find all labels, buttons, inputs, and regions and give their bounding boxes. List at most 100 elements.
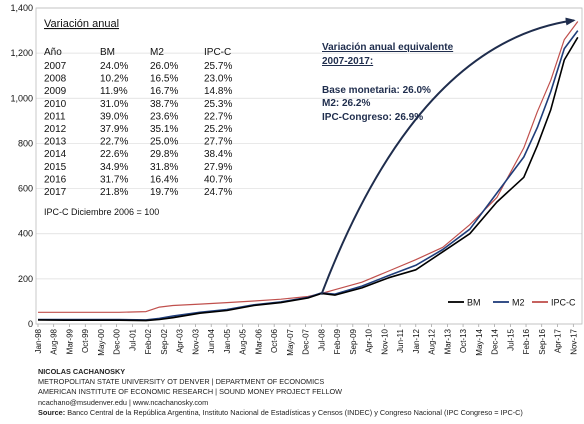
x-tick-label: Apr-17 bbox=[554, 328, 563, 353]
legend-label-bm: BM bbox=[467, 298, 481, 308]
table-cell: 23.0% bbox=[204, 74, 232, 85]
x-tick-label: Jul-01 bbox=[128, 328, 137, 350]
table-note: IPC-C Diciembre 2006 = 100 bbox=[44, 207, 159, 217]
table-cell: 31.7% bbox=[100, 174, 128, 185]
table-cell: 14.8% bbox=[204, 86, 232, 97]
x-tick-label: Aug-98 bbox=[50, 328, 59, 354]
legend-label-ipc-c: IPC-C bbox=[551, 298, 576, 308]
table-cell: 16.5% bbox=[150, 74, 178, 85]
table-cell: 2009 bbox=[44, 86, 67, 97]
x-tick-label: Aug-12 bbox=[428, 328, 437, 354]
equivalent-ipc: IPC-Congreso: 26.9% bbox=[322, 112, 423, 123]
author-name: NICOLAS CACHANOSKY bbox=[38, 367, 126, 376]
y-axis: 0 200 400 600 800 1,000 1,200 1,400 bbox=[10, 3, 33, 329]
table-cell: 16.4% bbox=[150, 174, 178, 185]
affiliation-2: AMERICAN INSTITUTE OF ECONOMIC RESEARCH … bbox=[38, 387, 343, 397]
table-cell: 38.7% bbox=[150, 99, 178, 110]
x-tick-label: Jul-08 bbox=[317, 328, 326, 350]
x-tick-label: Feb-16 bbox=[522, 328, 531, 354]
x-tick-label: Dec-07 bbox=[302, 328, 311, 354]
y-tick-label: 1,200 bbox=[10, 48, 33, 58]
x-tick-label: Jun-11 bbox=[396, 328, 405, 352]
x-tick-label: Dec-00 bbox=[113, 328, 122, 354]
y-tick-label: 400 bbox=[18, 229, 33, 239]
x-tick-label: Nov-03 bbox=[191, 328, 200, 354]
x-tick-label: Oct-99 bbox=[81, 328, 90, 353]
table-cell: 2008 bbox=[44, 74, 67, 85]
x-tick-label: May-00 bbox=[97, 328, 106, 355]
contact-line: ncachano@msudenver.edu | www.ncachanosky… bbox=[38, 397, 209, 407]
table-cell: 25.7% bbox=[204, 61, 232, 72]
table-cell: 2014 bbox=[44, 149, 67, 160]
table-cell: 19.7% bbox=[150, 187, 178, 198]
x-tick-label: Apr-03 bbox=[176, 328, 185, 353]
table-cell: 24.7% bbox=[204, 187, 232, 198]
x-tick-label: Jul-15 bbox=[506, 328, 515, 350]
table-cell: 29.8% bbox=[150, 149, 178, 160]
table-cell: 2010 bbox=[44, 99, 67, 110]
table-cell: 2007 bbox=[44, 61, 67, 72]
equivalent-bm: Base monetaria: 26.0% bbox=[322, 85, 431, 96]
y-tick-label: 1,000 bbox=[10, 93, 33, 103]
x-tick-label: Sep-16 bbox=[538, 328, 547, 354]
table-cell: 24.0% bbox=[100, 61, 128, 72]
table-cell: 2017 bbox=[44, 187, 67, 198]
x-tick-label: May-07 bbox=[286, 328, 295, 355]
x-tick-label: Jan-12 bbox=[412, 328, 421, 353]
table-cell: 31.8% bbox=[150, 162, 178, 173]
table-cell: 25.0% bbox=[150, 137, 178, 148]
source-line: Source: Banco Central de la República Ar… bbox=[38, 408, 523, 418]
annual-change-table: Variación anual Año BM M2 IPC-C 2007 24.0% 26.… bbox=[44, 18, 232, 217]
table-cell: 25.2% bbox=[204, 124, 232, 135]
table-cell: 22.7% bbox=[100, 137, 128, 148]
x-tick-label: Aug-05 bbox=[239, 328, 248, 354]
gridlines bbox=[36, 7, 582, 325]
footer: NICOLAS CACHANOSKY METROPOLITAN STATE UN… bbox=[38, 367, 523, 418]
table-cell: 2011 bbox=[44, 111, 66, 122]
table-cell: 27.9% bbox=[204, 162, 232, 173]
table-header: Año bbox=[44, 47, 62, 58]
equivalent-title-1: Variación anual equivalente bbox=[322, 42, 454, 53]
x-tick-label: Oct-06 bbox=[270, 328, 279, 353]
x-tick-label: Dec-14 bbox=[491, 328, 500, 354]
table-title: Variación anual bbox=[44, 18, 119, 30]
x-tick-label: Oct-13 bbox=[459, 328, 468, 353]
equivalent-title-2: 2007-2017: bbox=[322, 56, 373, 67]
table-cell: 25.3% bbox=[204, 99, 232, 110]
table-cell: 34.9% bbox=[100, 162, 128, 173]
table-cell: 2015 bbox=[44, 162, 67, 173]
x-axis: Jan-98 Aug-98 Mar-99 Oct-99 May-00 Dec-00 Jul-… bbox=[34, 324, 578, 356]
x-tick-label: Jan-98 bbox=[34, 328, 43, 353]
table-cell: 37.9% bbox=[100, 124, 128, 135]
x-tick-label: Feb-02 bbox=[144, 328, 153, 354]
legend-label-m2: M2 bbox=[512, 298, 525, 308]
x-tick-label: Nov-17 bbox=[569, 328, 578, 354]
table-cell: 35.1% bbox=[150, 124, 178, 135]
x-tick-label: May-14 bbox=[475, 328, 484, 355]
y-tick-label: 1,400 bbox=[10, 3, 33, 13]
x-tick-label: Mar-99 bbox=[65, 328, 74, 354]
table-cell: 2012 bbox=[44, 124, 67, 135]
table-header: M2 bbox=[150, 47, 164, 58]
table-cell: 22.6% bbox=[100, 149, 128, 160]
y-tick-label: 200 bbox=[18, 274, 33, 284]
table-cell: 2016 bbox=[44, 174, 67, 185]
table-cell: 11.9% bbox=[100, 86, 128, 97]
table-cell: 39.0% bbox=[100, 111, 128, 122]
trend-arrow bbox=[320, 17, 576, 296]
table-cell: 2013 bbox=[44, 137, 67, 148]
table-cell: 38.4% bbox=[204, 149, 232, 160]
trend-arrow-path bbox=[320, 17, 576, 296]
table-header: BM bbox=[100, 47, 115, 58]
table-cell: 31.0% bbox=[100, 99, 128, 110]
x-tick-label: Feb-09 bbox=[333, 328, 342, 354]
x-tick-label: Mar-06 bbox=[254, 328, 263, 354]
source-label: Source: bbox=[38, 407, 66, 417]
x-tick-label: Apr-10 bbox=[365, 328, 374, 353]
table-cell: 27.7% bbox=[204, 137, 232, 148]
table-cell: 40.7% bbox=[204, 174, 232, 185]
x-tick-label: Mar-13 bbox=[443, 328, 452, 354]
source-text: Banco Central de la República Argentina,… bbox=[67, 407, 523, 417]
